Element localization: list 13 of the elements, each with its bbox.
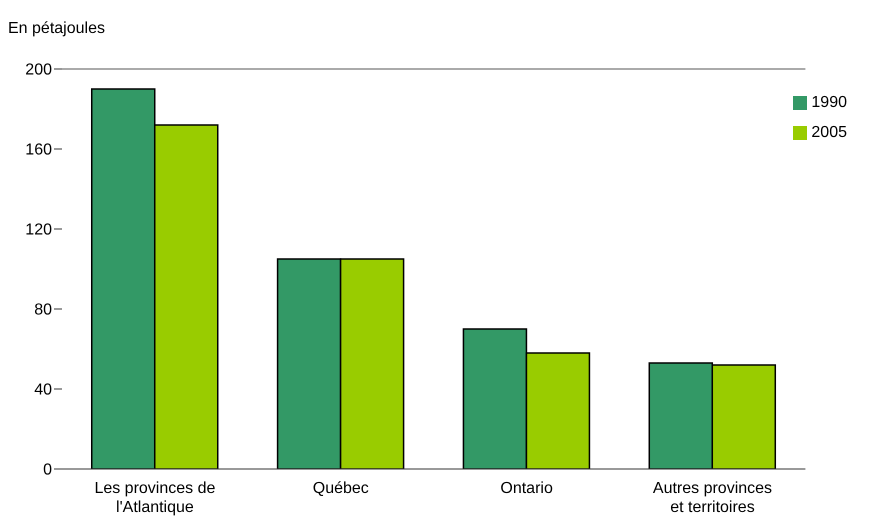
y-axis-title: En pétajoules [8,20,105,38]
y-tick-label: 40 [34,382,52,399]
y-tick-label: 0 [43,462,52,479]
legend-label: 1990 [811,94,847,111]
y-tick-label: 200 [25,62,52,79]
y-tick-label: 120 [25,222,52,239]
x-tick-label: Québec [312,480,369,497]
x-tick-label: Autres provinces et territoires [652,480,772,516]
y-tick-label: 160 [25,142,52,159]
x-tick-label: Les provinces de l'Atlantique [94,480,216,516]
x-tick-label: Ontario [500,480,553,497]
y-tick-label: 80 [34,302,52,319]
legend-label: 2005 [811,124,847,141]
